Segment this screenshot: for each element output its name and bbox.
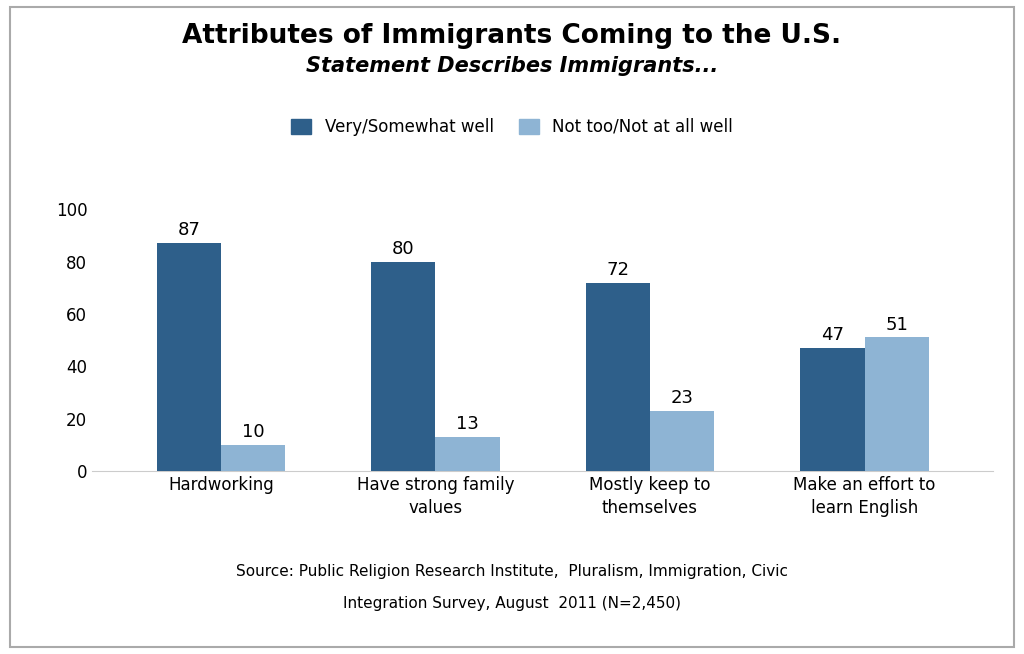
Bar [221,445,286,471]
Text: Attributes of Immigrants Coming to the U.S.: Attributes of Immigrants Coming to the U… [182,23,842,49]
Text: 51: 51 [886,315,908,334]
Text: 10: 10 [242,422,264,441]
Text: Statement Describes Immigrants...: Statement Describes Immigrants... [306,56,718,76]
Text: 87: 87 [177,221,200,239]
Bar [586,283,650,471]
Text: 47: 47 [821,326,844,344]
Text: Integration Survey, August  2011 (N=2,450): Integration Survey, August 2011 (N=2,450… [343,596,681,611]
Text: 80: 80 [392,239,415,258]
Bar [864,337,929,471]
Bar [800,348,864,471]
Bar [157,243,221,471]
Text: 13: 13 [456,415,479,433]
Bar [650,411,715,471]
Text: 23: 23 [671,388,693,407]
Bar [435,437,500,471]
Text: Source: Public Religion Research Institute,  Pluralism, Immigration, Civic: Source: Public Religion Research Institu… [236,564,788,579]
Legend: Very/Somewhat well, Not too/Not at all well: Very/Somewhat well, Not too/Not at all w… [287,113,737,141]
Bar [371,262,435,471]
Text: 72: 72 [606,260,630,279]
